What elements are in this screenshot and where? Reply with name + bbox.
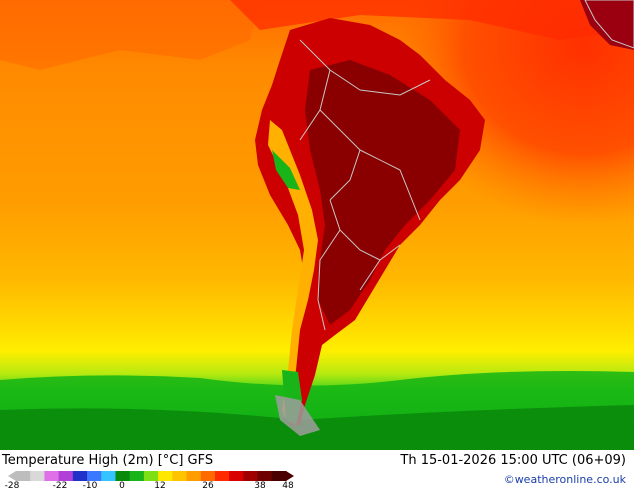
africa-coast xyxy=(584,0,634,49)
legend-swatch xyxy=(271,471,287,481)
africa-corner xyxy=(580,0,634,50)
legend-bar xyxy=(8,471,294,481)
legend-swatch xyxy=(158,471,173,481)
legend-tick-label: -22 xyxy=(52,481,68,491)
legend-tick-label: 26 xyxy=(202,481,214,491)
country-borders xyxy=(299,39,431,331)
pacific-warm-band xyxy=(0,0,260,70)
map-title: Temperature High (2m) [°C] GFS xyxy=(2,453,214,468)
legend-tick-label: 38 xyxy=(254,481,266,491)
legend-tick-label: 12 xyxy=(154,481,166,491)
legend-swatch xyxy=(72,471,88,481)
valid-time: Th 15-01-2026 15:00 UTC (06+09) xyxy=(400,453,626,468)
map-footer: Temperature High (2m) [°C] GFS Th 15-01-… xyxy=(0,450,634,491)
legend-left-arrow xyxy=(8,471,16,481)
hot-interior xyxy=(305,60,460,325)
legend-swatch xyxy=(101,471,116,481)
legend-swatch xyxy=(243,471,259,481)
legend-swatch xyxy=(87,471,102,481)
color-legend: -28 -22 -10 0 12 26 38 48 xyxy=(4,471,294,491)
map-canvas xyxy=(0,0,634,450)
legend-right-arrow xyxy=(286,471,294,481)
legend-swatch xyxy=(229,471,244,481)
north-band xyxy=(230,0,634,40)
andes-green-patch xyxy=(272,150,300,190)
legend-swatch xyxy=(214,471,230,481)
credit-link[interactable]: ©weatheronline.co.uk xyxy=(503,473,626,486)
legend-tick-label: 48 xyxy=(282,481,294,491)
legend-swatch xyxy=(186,471,202,481)
legend-swatch xyxy=(172,471,188,481)
legend-swatch xyxy=(58,471,74,481)
legend-swatch xyxy=(44,471,60,481)
andes-cool-strip xyxy=(268,120,318,420)
legend-swatch xyxy=(30,471,45,481)
legend-swatch xyxy=(16,471,31,481)
temperature-map[interactable] xyxy=(0,0,634,450)
legend-swatch xyxy=(129,471,145,481)
legend-swatch xyxy=(257,471,273,481)
legend-tick-label: 0 xyxy=(119,481,125,491)
legend-tick-label: -28 xyxy=(4,481,20,491)
legend-swatch xyxy=(115,471,131,481)
legend-swatch xyxy=(143,471,159,481)
legend-tick-label: -10 xyxy=(82,481,98,491)
tierra-del-fuego xyxy=(275,395,320,436)
legend-swatch xyxy=(200,471,216,481)
